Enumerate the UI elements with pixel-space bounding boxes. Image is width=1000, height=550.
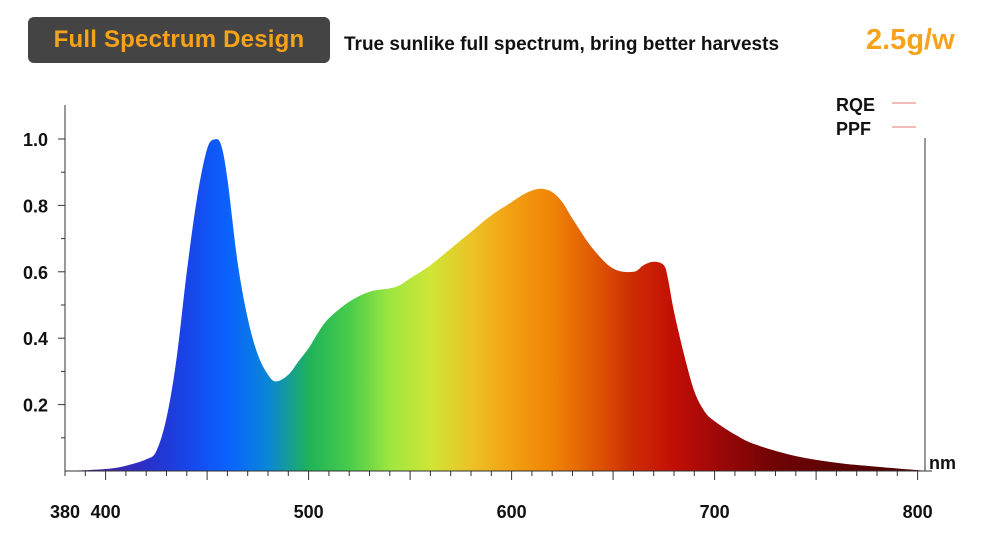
x-tick-label: 500: [294, 502, 324, 522]
y-tick-label: 0.4: [23, 329, 48, 349]
spectrum-area: [65, 139, 928, 472]
x-tick-label: 400: [91, 502, 121, 522]
chart-legend: RQE PPF: [836, 95, 916, 139]
chart-axes: [64, 105, 932, 472]
efficacy-value: 2.5g/w: [866, 24, 955, 56]
x-unit-label: nm: [929, 453, 956, 473]
y-tick-label: 0.2: [23, 396, 48, 416]
legend-label-rqe: RQE: [836, 95, 875, 115]
y-tick-label: 0.6: [23, 263, 48, 283]
chart-ticks: 0.2 0.4 0.6 0.8 1.0 380 400 500 600 700 800 nm: [23, 130, 956, 522]
spectrum-design-badge: Full Spectrum Design: [28, 17, 330, 63]
tagline-text: True sunlike full spectrum, bring better…: [344, 34, 780, 55]
x-tick-label: 380: [50, 502, 80, 522]
y-tick-label: 0.8: [23, 196, 48, 216]
x-tick-label: 600: [497, 502, 527, 522]
x-tick-label: 700: [700, 502, 730, 522]
y-tick-label: 1.0: [23, 130, 48, 150]
legend-label-ppf: PPF: [836, 119, 871, 139]
x-tick-label: 800: [903, 502, 933, 522]
